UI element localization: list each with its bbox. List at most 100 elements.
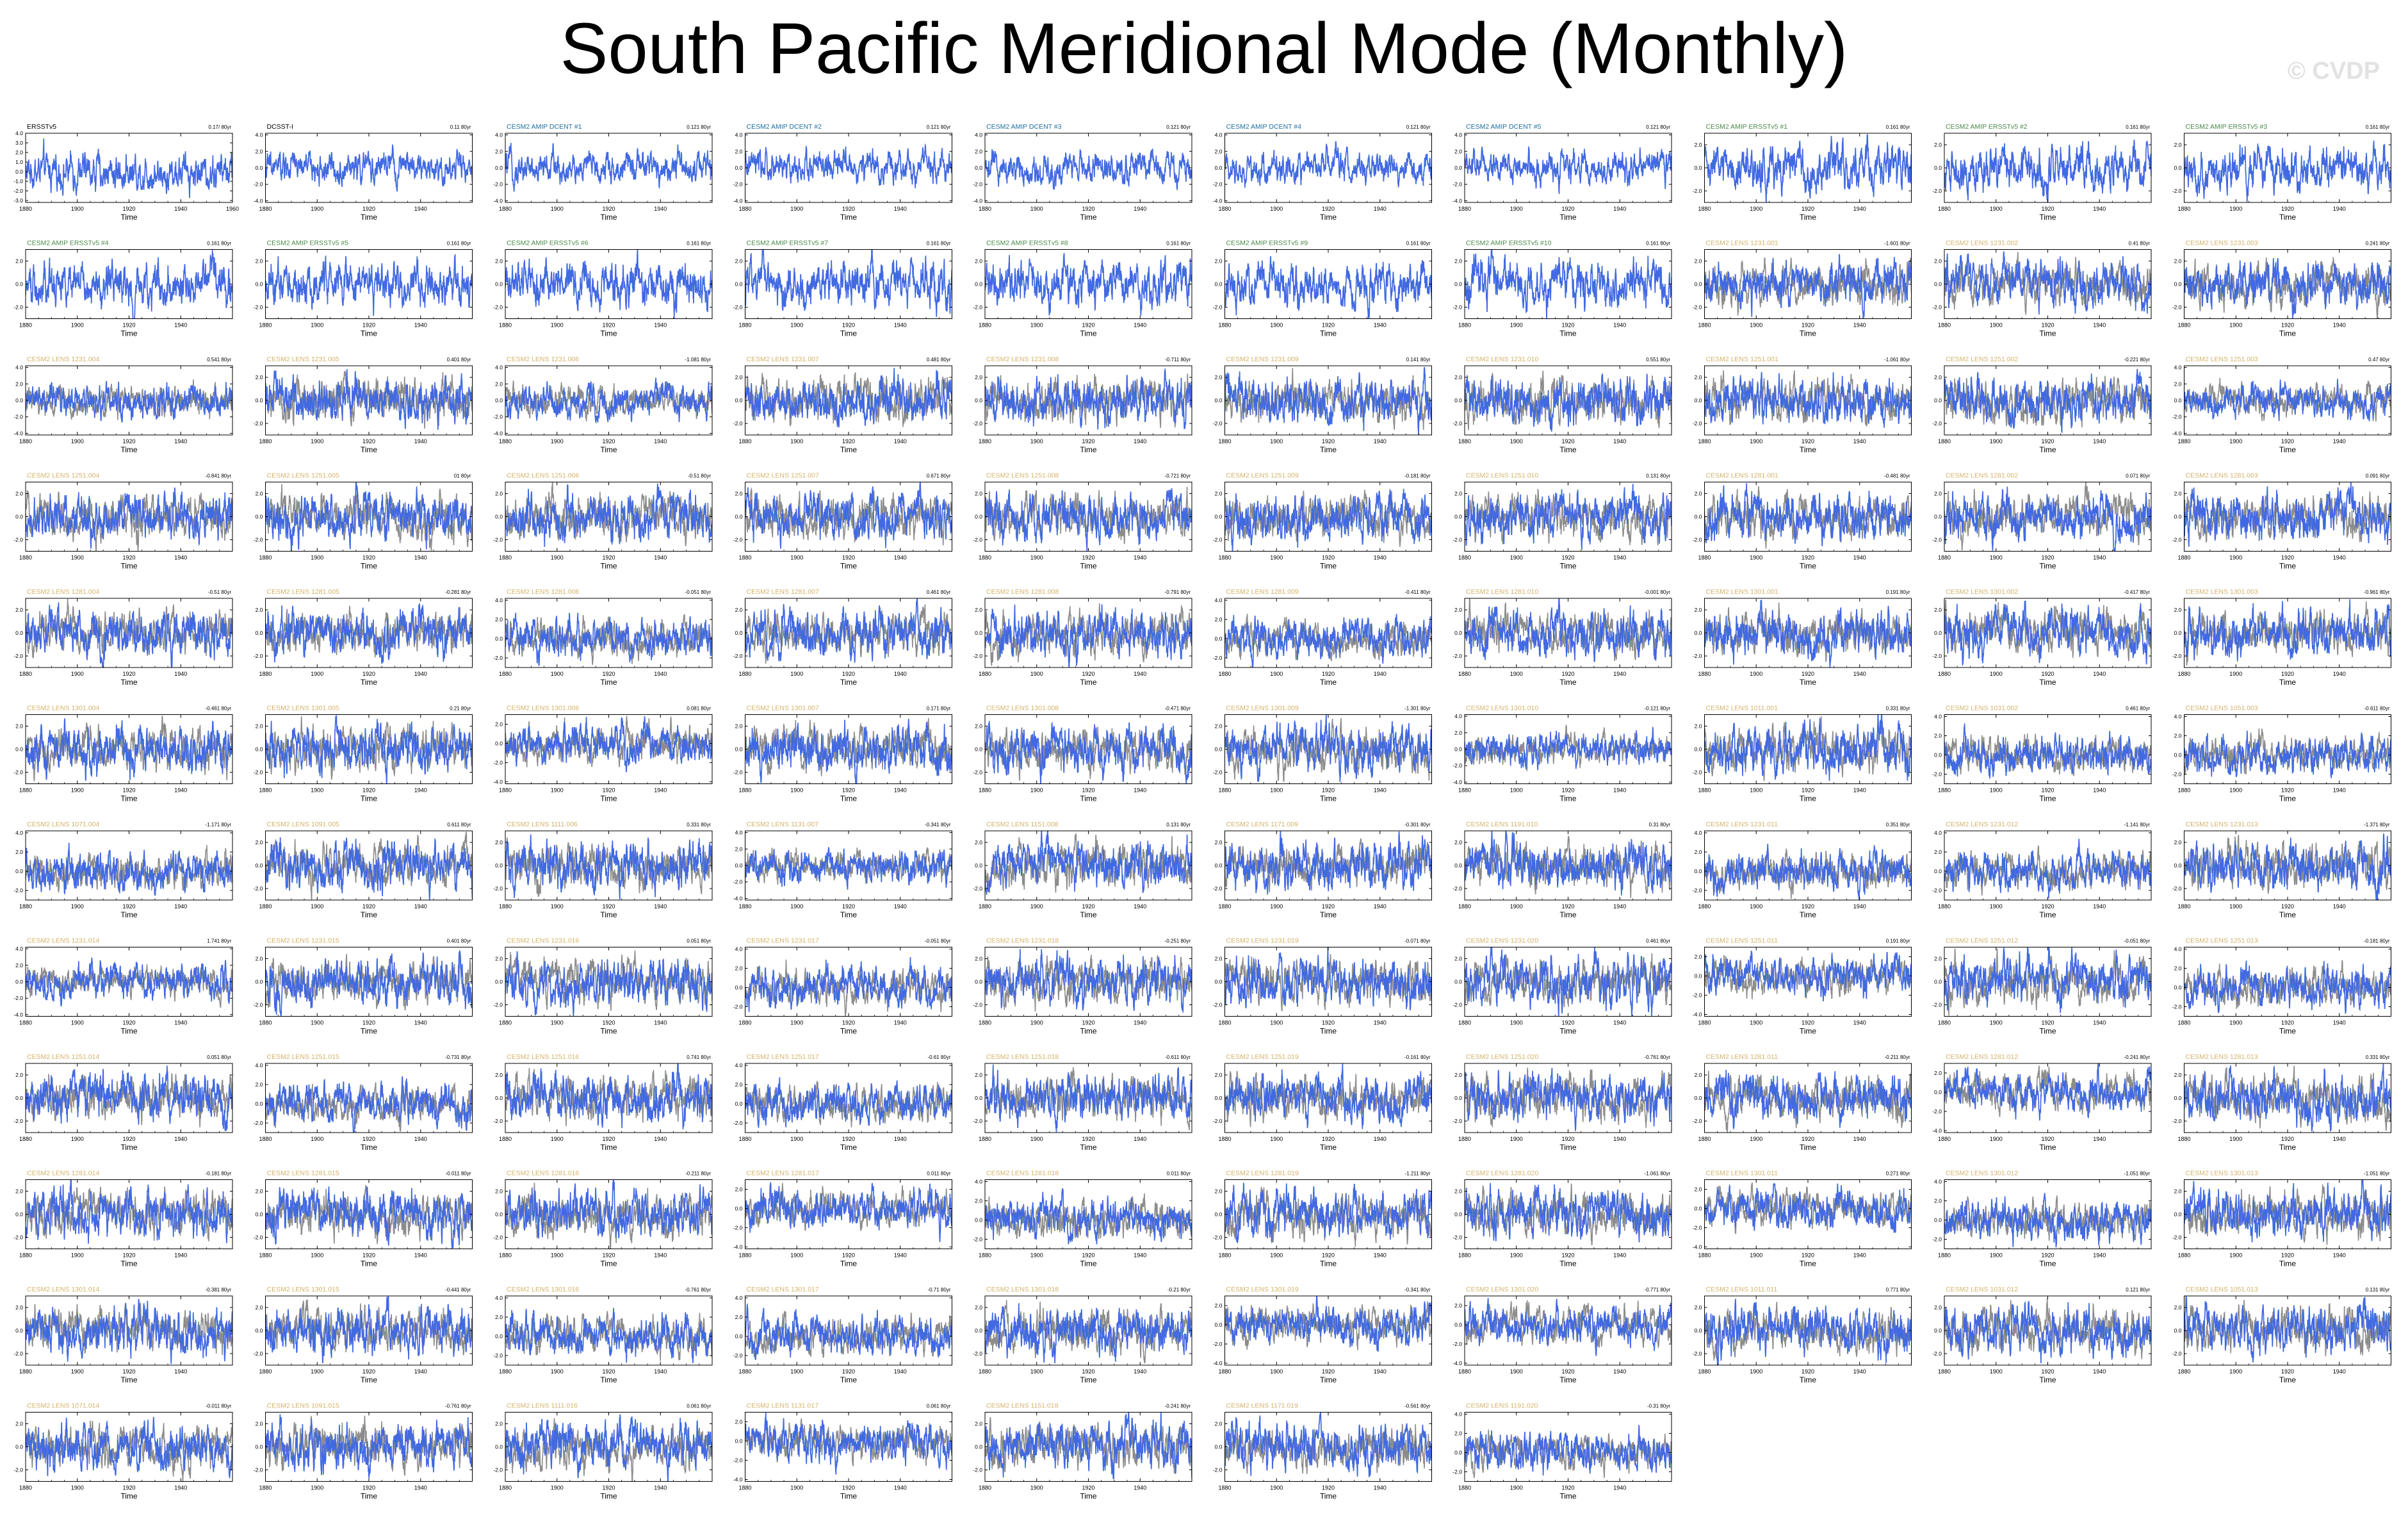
model-series-line	[505, 835, 712, 899]
panel-label: CESM2 LENS 1131.007	[747, 821, 819, 828]
x-tick-label: 1920	[1082, 671, 1094, 677]
x-tick-label: 1940	[894, 1252, 907, 1259]
panel-label: CESM2 LENS 1251.010	[1466, 472, 1538, 480]
x-tick-label: 1900	[1270, 1252, 1283, 1259]
y-tick-label: 0.0	[975, 1327, 982, 1334]
panel-70: CESM2 LENS 1231.013 -1.371 80yr2.00.0-2.0…	[2172, 821, 2391, 919]
x-axis-label: Time	[1559, 213, 1577, 222]
y-tick-label: 4.0	[2174, 714, 2182, 720]
panel-10: CESM2 AMIP ERSSTv5 #3 0.161 80yr2.00.0-2.…	[2172, 123, 2391, 222]
x-tick-label: 1920	[1802, 1252, 1814, 1259]
y-tick-label: 2.0	[975, 491, 982, 497]
x-tick-label: 1920	[122, 1136, 135, 1142]
x-tick-label: 1900	[1750, 787, 1762, 794]
x-axis-label: Time	[1800, 910, 1817, 919]
model-series-line	[1225, 142, 1432, 188]
x-tick-label: 1880	[2177, 903, 2190, 910]
x-tick-label: 1880	[738, 903, 751, 910]
x-axis-label: Time	[600, 910, 617, 919]
panel-36: CESM2 LENS 1251.009 -0.181 80yr2.00.0-2.0…	[1213, 472, 1432, 571]
x-tick-label: 1920	[1082, 322, 1094, 329]
x-tick-label: 1940	[654, 1020, 667, 1026]
x-tick-label: 1880	[1698, 671, 1711, 677]
x-tick-label: 1940	[2093, 787, 2106, 794]
x-axis-label: Time	[1800, 562, 1817, 571]
panel-31: CESM2 LENS 1251.004 -0.841 80yr2.00.0-2.0…	[13, 472, 232, 571]
y-tick-label: 0.0	[1454, 397, 1462, 404]
trend-label: 0.741 80yr	[687, 1054, 711, 1060]
x-tick-label: 1940	[1134, 1252, 1146, 1259]
x-tick-label: 1940	[654, 1368, 667, 1375]
y-tick-label: 0.0	[1695, 1095, 1702, 1101]
y-tick-label: -2.0	[1452, 304, 1462, 311]
x-tick-label: 1960	[226, 206, 239, 212]
y-tick-label: 0.0	[1454, 1211, 1462, 1218]
x-tick-label: 1940	[894, 1368, 907, 1375]
trend-label: -0.721 80yr	[1165, 473, 1191, 479]
trend-label: -0.181 80yr	[206, 1171, 232, 1177]
y-tick-label: -2.0	[733, 420, 743, 427]
y-tick-label: 4.0	[1454, 1411, 1462, 1418]
x-tick-label: 1880	[1218, 1136, 1231, 1142]
y-tick-label: -3.0	[13, 197, 23, 204]
trend-label: -0.241 80yr	[2124, 1054, 2151, 1060]
x-tick-label: 1880	[1458, 903, 1471, 910]
model-series-line	[2184, 140, 2391, 202]
x-tick-label: 1880	[19, 555, 32, 561]
panel-label: CESM2 LENS 1231.003	[2186, 240, 2258, 247]
panel-label: CESM2 AMIP ERSSTv5 #5	[267, 240, 349, 247]
x-axis-label: Time	[2279, 1375, 2297, 1384]
panel-33: CESM2 LENS 1251.006 -0.51 80yr2.00.0-2.01…	[493, 472, 712, 571]
panel-label: CESM2 AMIP ERSSTv5 #3	[2186, 123, 2268, 131]
x-tick-label: 1900	[71, 903, 84, 910]
x-tick-label: 1900	[1270, 322, 1283, 329]
x-axis-label: Time	[2039, 1375, 2056, 1384]
x-tick-label: 1880	[979, 206, 991, 212]
x-tick-label: 1920	[2041, 322, 2054, 329]
x-tick-label: 1880	[1458, 206, 1471, 212]
y-tick-label: 2.0	[495, 721, 503, 728]
x-tick-label: 1880	[1458, 671, 1471, 677]
x-tick-label: 1940	[2093, 1136, 2106, 1142]
x-tick-label: 1900	[1270, 555, 1283, 561]
y-tick-label: 2.0	[256, 491, 263, 497]
model-series-line	[2184, 1063, 2391, 1131]
y-tick-label: 0.0	[15, 630, 23, 636]
x-tick-label: 1940	[174, 671, 187, 677]
panel-77: CESM2 LENS 1231.020 0.461 80yr2.00.0-2.01…	[1452, 937, 1672, 1036]
trend-label: 0.121 80yr	[1166, 124, 1191, 130]
x-tick-label: 1900	[1990, 1136, 2003, 1142]
y-tick-label: -2.0	[973, 1236, 982, 1243]
y-tick-label: 3.0	[15, 140, 23, 146]
panel-label: CESM2 LENS 1231.007	[747, 356, 819, 363]
panel-41: CESM2 LENS 1281.004 -0.51 80yr2.00.0-2.01…	[13, 588, 232, 687]
panel-label: CESM2 LENS 1301.019	[1226, 1286, 1299, 1293]
model-series-line	[1705, 951, 1912, 1001]
x-tick-label: 1940	[1134, 903, 1146, 910]
x-tick-label: 1940	[1134, 1136, 1146, 1142]
x-tick-label: 1880	[738, 438, 751, 445]
x-tick-label: 1900	[1030, 206, 1043, 212]
y-tick-label: 2.0	[735, 1419, 743, 1425]
x-tick-label: 1880	[979, 903, 991, 910]
panel-label: CESM2 AMIP DCENT #3	[986, 123, 1062, 131]
x-tick-label: 1940	[2333, 1368, 2346, 1375]
x-tick-label: 1920	[2281, 903, 2294, 910]
x-tick-label: 1920	[1082, 787, 1094, 794]
y-tick-label: -2.0	[1932, 771, 1942, 778]
x-tick-label: 1900	[1750, 555, 1762, 561]
trend-label: 0.541 80yr	[207, 357, 231, 363]
x-axis-label: Time	[600, 1259, 617, 1268]
x-tick-label: 1940	[1374, 438, 1387, 445]
x-tick-label: 1900	[1510, 903, 1523, 910]
x-axis-label: Time	[1320, 1027, 1337, 1036]
trend-label: -0.051 80yr	[925, 938, 951, 944]
x-tick-label: 1920	[122, 438, 135, 445]
y-tick-label: 2.0	[1454, 839, 1462, 846]
x-tick-label: 1900	[1270, 903, 1283, 910]
y-tick-label: 0.0	[1454, 746, 1462, 753]
y-tick-label: 0.0	[1695, 1206, 1702, 1212]
panel-label: CESM2 LENS 1281.010	[1466, 588, 1538, 596]
y-tick-label: 0.0	[975, 1095, 982, 1101]
y-tick-label: 0.0	[15, 514, 23, 520]
